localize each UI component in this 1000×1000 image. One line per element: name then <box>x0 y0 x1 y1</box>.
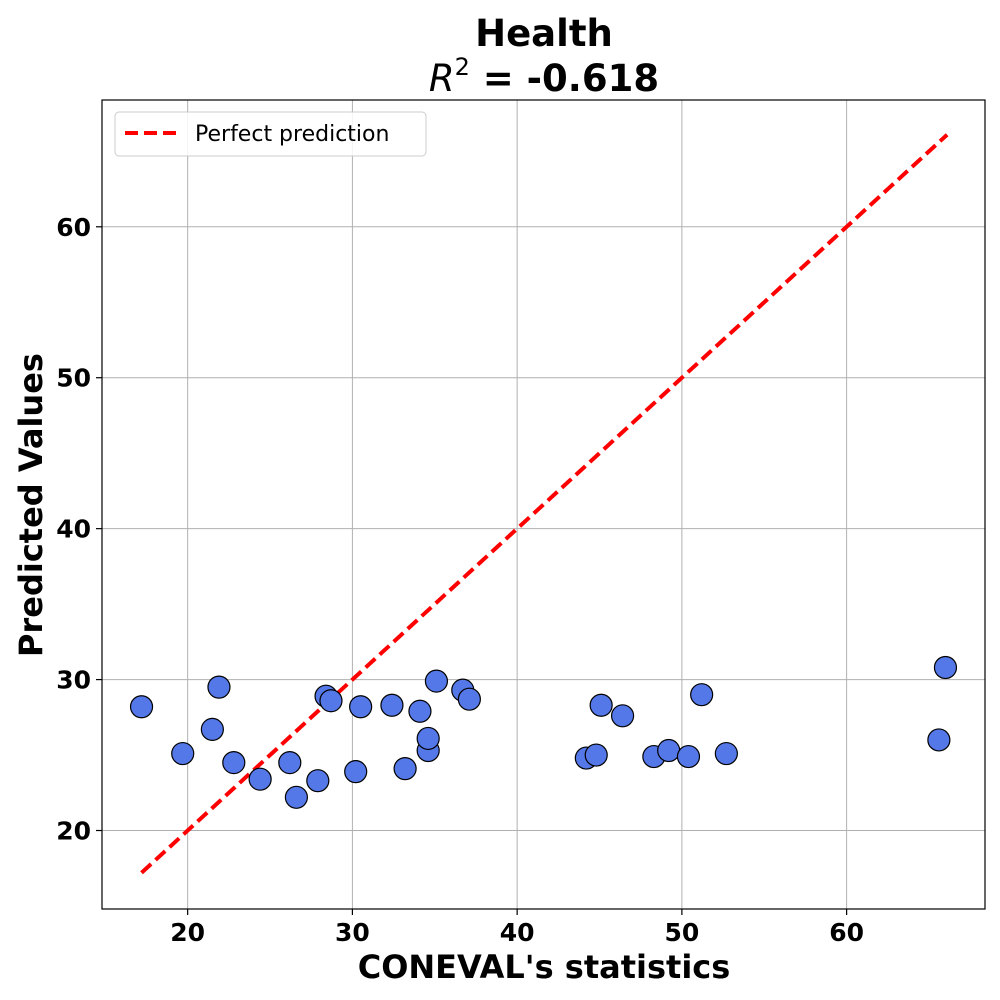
x-axis-label: CONEVAL's statistics <box>358 948 731 986</box>
data-point <box>424 669 449 693</box>
perfect-prediction-line <box>140 133 949 875</box>
chart-subtitle-sup: 2 <box>455 53 470 81</box>
y-axis-label: Predicted Values <box>12 353 50 657</box>
y-tick-label: 40 <box>56 515 91 544</box>
x-tick-label: 20 <box>170 918 205 947</box>
data-point <box>207 675 231 699</box>
data-point <box>349 695 373 719</box>
data-point <box>380 693 404 717</box>
chart-title: Health <box>475 12 613 55</box>
x-tick-label: 30 <box>335 918 370 947</box>
y-tick-label: 60 <box>56 213 91 242</box>
data-point <box>416 726 440 751</box>
data-point <box>457 687 481 711</box>
data-point <box>714 741 738 766</box>
grid <box>102 100 985 909</box>
data-point <box>284 785 308 809</box>
legend-label-perfect-prediction: Perfect prediction <box>195 122 389 147</box>
data-point <box>200 717 224 741</box>
data-point <box>690 683 714 707</box>
data-point <box>584 743 608 767</box>
data-point <box>927 728 951 752</box>
chart-subtitle: R2 = -0.618 <box>429 53 659 100</box>
data-point <box>319 689 343 713</box>
data-point <box>222 750 246 775</box>
x-tick-label: 50 <box>664 918 699 947</box>
data-point <box>589 693 613 717</box>
chart-subtitle-var: R <box>429 57 455 100</box>
data-point <box>933 655 958 680</box>
data-point <box>344 760 368 784</box>
data-point <box>171 741 195 766</box>
legend: Perfect prediction <box>114 111 427 157</box>
data-point <box>393 757 417 781</box>
data-point <box>129 695 154 719</box>
data-point <box>408 699 432 723</box>
data-point <box>610 704 635 728</box>
data-points <box>129 655 958 809</box>
reference-line-layer <box>140 133 949 875</box>
data-point <box>657 738 681 763</box>
y-tick-label: 30 <box>56 666 91 695</box>
legend-box <box>114 111 427 157</box>
x-tick-label: 40 <box>500 918 535 947</box>
y-tick-label: 50 <box>56 364 91 393</box>
y-axis: 20 30 40 50 60 <box>56 213 102 846</box>
chart-subtitle-value: = -0.618 <box>470 57 659 100</box>
x-axis: 20 30 40 50 60 <box>170 909 864 947</box>
plot-frame <box>101 99 986 910</box>
data-point <box>676 744 701 769</box>
data-point <box>278 750 302 775</box>
data-point <box>248 767 272 791</box>
data-point <box>306 769 330 793</box>
y-tick-label: 20 <box>56 817 91 846</box>
x-tick-label: 60 <box>829 918 864 947</box>
